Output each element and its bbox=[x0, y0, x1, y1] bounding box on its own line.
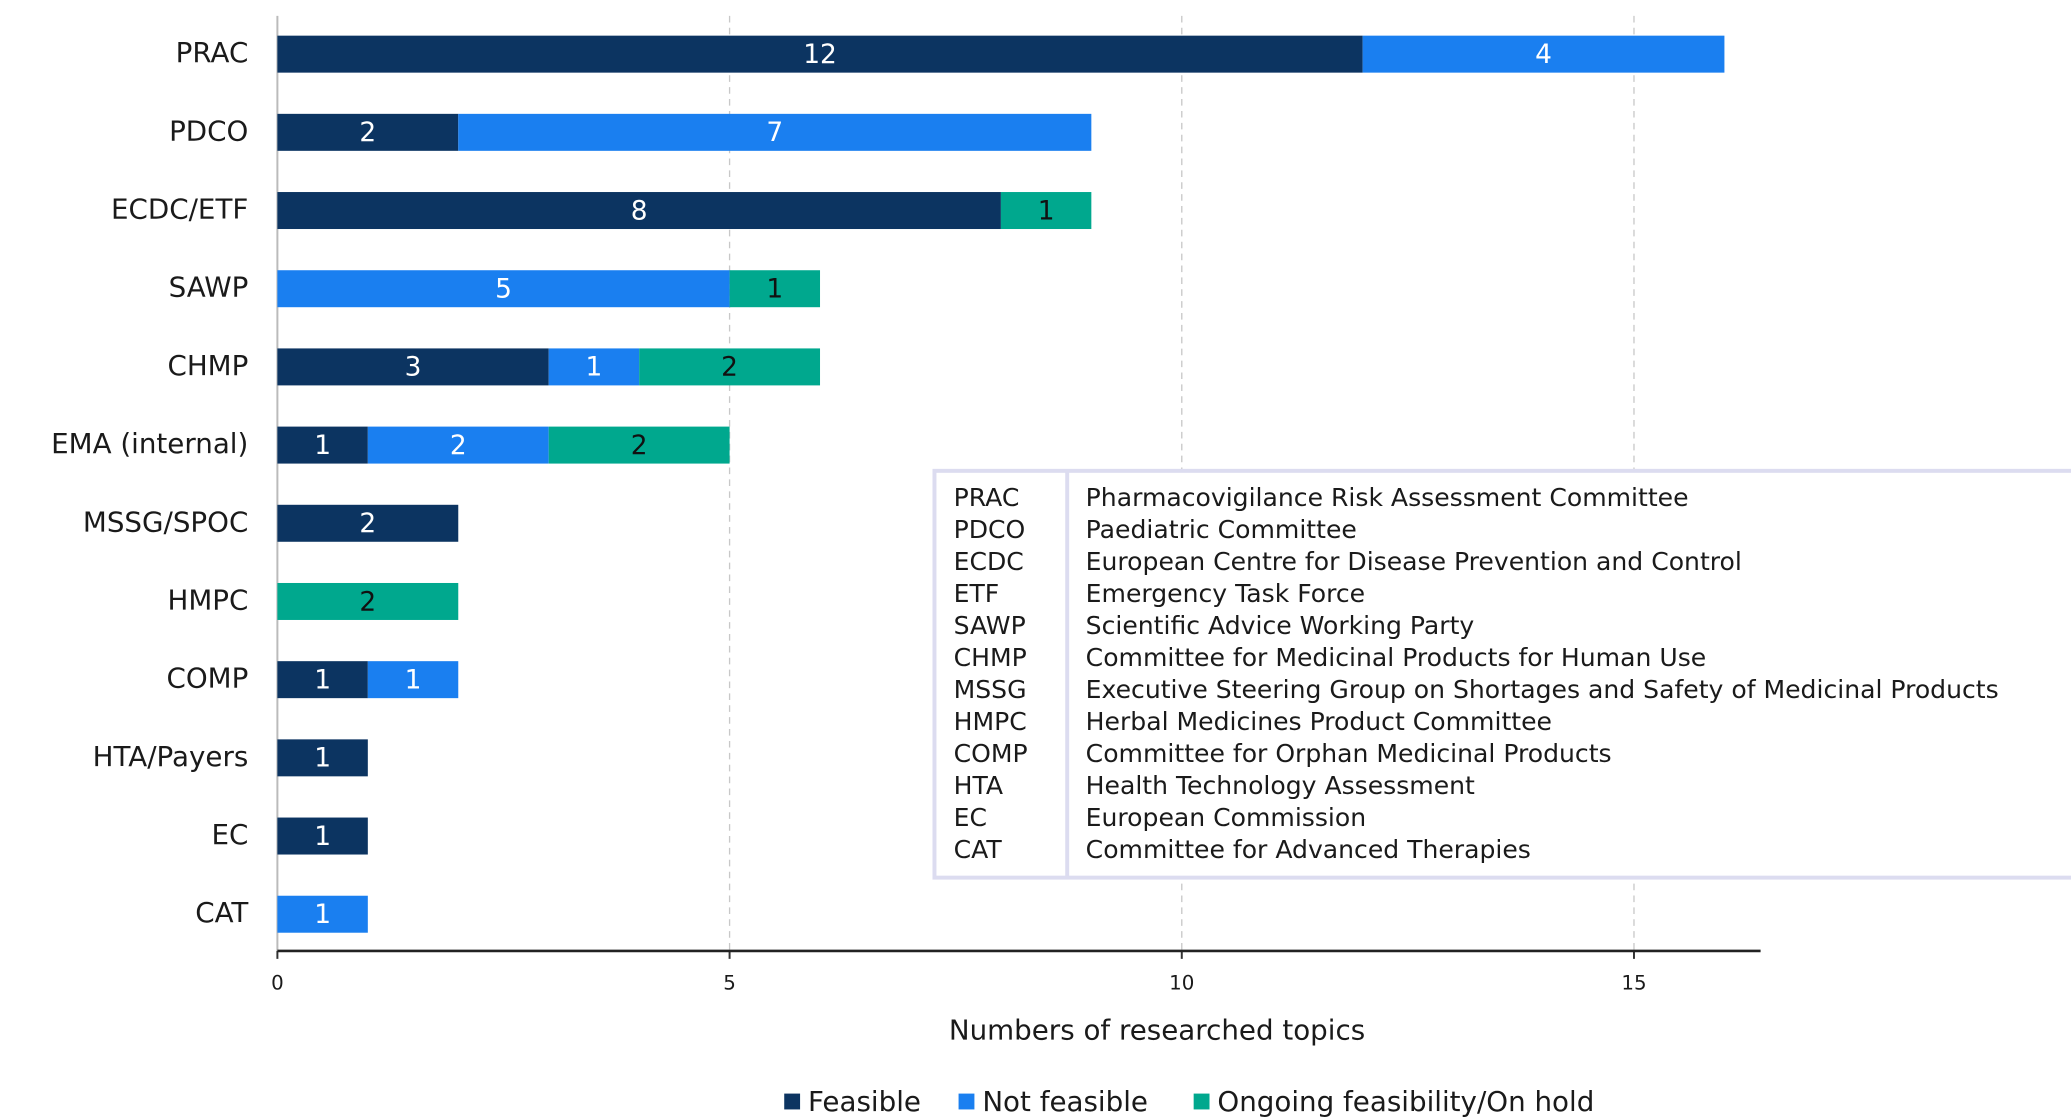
y-tick-label: CAT bbox=[195, 896, 249, 929]
data-label: 3 bbox=[405, 352, 422, 383]
y-tick-label: EC bbox=[211, 818, 248, 851]
legend-label: Not feasible bbox=[982, 1085, 1148, 1118]
data-label: 2 bbox=[450, 430, 467, 461]
data-label: 2 bbox=[359, 508, 376, 539]
y-tick-label: CHMP bbox=[167, 349, 248, 382]
y-tick-label: HTA/Payers bbox=[93, 740, 249, 773]
abbreviation-meaning: Paediatric Committee bbox=[1086, 515, 1357, 544]
bar-segment bbox=[367, 661, 459, 699]
legend-swatch bbox=[1193, 1093, 1210, 1110]
bar-segment bbox=[729, 270, 821, 308]
y-tick-label: COMP bbox=[167, 662, 249, 695]
data-label: 1 bbox=[405, 664, 422, 695]
bar-segment bbox=[277, 113, 459, 151]
abbreviation-meaning: Scientific Advice Working Party bbox=[1086, 611, 1475, 640]
y-tick-label: MSSG/SPOC bbox=[83, 505, 248, 538]
data-label: 1 bbox=[314, 821, 331, 852]
abbreviation-meaning: Committee for Orphan Medicinal Products bbox=[1086, 739, 1612, 768]
abbreviation: COMP bbox=[954, 739, 1028, 768]
bar-segment bbox=[548, 426, 730, 464]
abbreviation: PRAC bbox=[954, 483, 1020, 512]
abbreviation-meaning: Emergency Task Force bbox=[1086, 579, 1365, 608]
abbreviation-meaning: European Commission bbox=[1086, 803, 1366, 832]
data-label: 2 bbox=[721, 352, 738, 383]
bar-segment bbox=[1362, 35, 1725, 73]
bar-segment bbox=[277, 895, 368, 933]
bar-segment bbox=[277, 661, 368, 699]
data-label: 2 bbox=[631, 430, 648, 461]
data-label: 5 bbox=[495, 274, 512, 305]
y-tick-label: HMPC bbox=[167, 583, 248, 616]
data-label: 8 bbox=[631, 195, 648, 226]
abbreviation: HTA bbox=[954, 771, 1003, 800]
y-tick-label: SAWP bbox=[169, 271, 249, 304]
y-tick-label: PRAC bbox=[176, 36, 249, 69]
x-tick-label: 10 bbox=[1169, 971, 1194, 994]
bar-segment bbox=[277, 192, 1001, 230]
bar-segment bbox=[277, 426, 368, 464]
data-label: 1 bbox=[314, 664, 331, 695]
data-label: 1 bbox=[314, 430, 331, 461]
abbreviation-meaning: Committee for Advanced Therapies bbox=[1086, 835, 1531, 864]
y-tick-label: ECDC/ETF bbox=[111, 193, 248, 226]
abbreviation: HMPC bbox=[954, 707, 1027, 736]
abbreviation: CAT bbox=[954, 835, 1003, 864]
abbreviation-meaning: Executive Steering Group on Shortages an… bbox=[1086, 675, 1999, 704]
data-label: 1 bbox=[314, 899, 331, 930]
abbreviation-meaning: Herbal Medicines Product Committee bbox=[1086, 707, 1552, 736]
legend-label: Feasible bbox=[808, 1085, 921, 1118]
legend-label: Ongoing feasibility/On hold bbox=[1217, 1085, 1594, 1118]
bar-segment bbox=[277, 348, 549, 386]
data-label: 2 bbox=[359, 117, 376, 148]
abbreviation-meaning: Pharmacovigilance Risk Assessment Commit… bbox=[1086, 483, 1689, 512]
data-label: 1 bbox=[586, 352, 603, 383]
y-tick-label: PDCO bbox=[169, 114, 248, 147]
bar-segment bbox=[277, 35, 1363, 73]
legend-swatch bbox=[784, 1093, 801, 1110]
abbreviation: CHMP bbox=[954, 643, 1027, 672]
bar-segment bbox=[639, 348, 821, 386]
y-tick-label: EMA (internal) bbox=[51, 427, 248, 460]
bar-segment bbox=[277, 270, 730, 308]
data-label: 1 bbox=[314, 743, 331, 774]
bar-segment bbox=[277, 582, 459, 620]
abbreviation: SAWP bbox=[954, 611, 1026, 640]
data-label: 2 bbox=[359, 586, 376, 617]
abbreviation: MSSG bbox=[954, 675, 1027, 704]
bar-segment bbox=[458, 113, 1092, 151]
abbreviation: PDCO bbox=[954, 515, 1026, 544]
bar-segment bbox=[277, 504, 459, 542]
abbreviation-box bbox=[932, 468, 2071, 880]
bar-segment bbox=[277, 817, 368, 855]
data-label: 12 bbox=[803, 39, 837, 70]
x-axis-label: Numbers of researched topics bbox=[949, 1014, 1365, 1047]
bar-segment bbox=[367, 426, 549, 464]
abbreviation-meaning: European Centre for Disease Prevention a… bbox=[1086, 547, 1742, 576]
data-label: 4 bbox=[1535, 39, 1552, 70]
bar-segment bbox=[1000, 192, 1092, 230]
abbreviation-meaning: Health Technology Assessment bbox=[1086, 771, 1475, 800]
abbreviation: EC bbox=[954, 803, 987, 832]
x-tick-label: 15 bbox=[1621, 971, 1646, 994]
data-label: 1 bbox=[766, 274, 783, 305]
x-tick-label: 0 bbox=[271, 971, 284, 994]
bar-segment bbox=[548, 348, 640, 386]
data-label: 7 bbox=[766, 117, 783, 148]
x-tick-label: 5 bbox=[723, 971, 736, 994]
abbreviation: ECDC bbox=[954, 547, 1024, 576]
abbreviation: ETF bbox=[954, 579, 1000, 608]
bar-segment bbox=[277, 739, 368, 777]
legend-swatch bbox=[958, 1093, 975, 1110]
data-label: 1 bbox=[1038, 195, 1055, 226]
abbreviation-meaning: Committee for Medicinal Products for Hum… bbox=[1086, 643, 1707, 672]
